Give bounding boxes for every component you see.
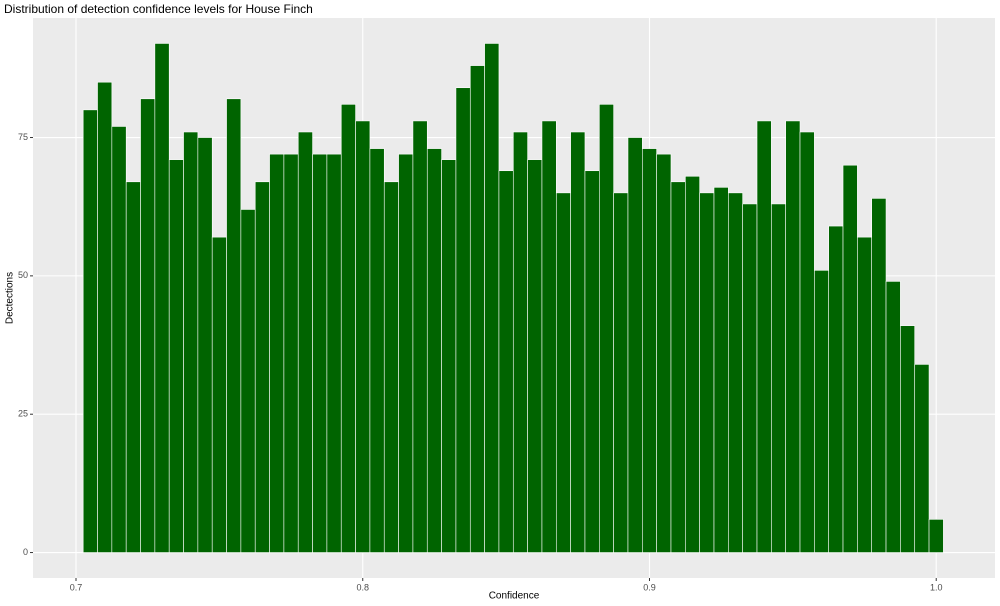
bar	[297, 131, 313, 553]
y-tick-label: 25	[18, 409, 28, 419]
bar	[527, 159, 543, 553]
x-tick-label: 0.9	[643, 582, 656, 592]
bar	[441, 159, 457, 553]
bar	[140, 98, 156, 553]
bar	[484, 43, 500, 553]
bar	[799, 131, 815, 553]
bar	[283, 153, 299, 553]
bar	[211, 236, 227, 553]
bar	[742, 203, 758, 553]
bar	[656, 153, 672, 553]
bar	[613, 192, 629, 553]
bar	[814, 270, 829, 553]
x-tick-label: 1.0	[930, 582, 943, 592]
bar	[685, 175, 700, 553]
bar	[125, 181, 141, 553]
bar	[828, 225, 844, 553]
bar	[111, 126, 127, 553]
bar	[312, 153, 328, 553]
bar	[326, 153, 342, 553]
bar	[599, 104, 614, 553]
bar	[426, 148, 442, 553]
bar	[871, 198, 887, 553]
bar	[183, 131, 199, 553]
bar	[555, 192, 571, 553]
y-axis-label: Dectections	[5, 272, 16, 324]
bar	[541, 120, 557, 553]
bar	[928, 519, 944, 553]
bar	[699, 192, 715, 553]
bar	[627, 137, 643, 553]
bar	[570, 131, 586, 553]
bar	[670, 181, 686, 553]
bar	[857, 236, 873, 553]
x-axis-label: Confidence	[489, 591, 540, 602]
bar	[512, 131, 528, 553]
bar	[168, 159, 184, 553]
bar	[355, 120, 371, 553]
bar	[82, 109, 98, 553]
bar	[885, 281, 901, 553]
bar	[455, 87, 471, 553]
bar	[226, 98, 242, 553]
bar	[398, 153, 414, 553]
bar	[240, 209, 256, 553]
bar	[197, 137, 213, 553]
bar	[900, 325, 916, 553]
bar	[914, 364, 930, 553]
chart-title: Distribution of detection confidence lev…	[4, 2, 313, 16]
x-tick-label: 0.8	[356, 582, 369, 592]
bar	[340, 104, 356, 553]
bar	[369, 148, 385, 553]
bar	[469, 65, 485, 553]
bar	[383, 181, 399, 553]
y-tick-label: 50	[18, 270, 28, 280]
bar	[756, 120, 772, 553]
bar	[254, 181, 270, 553]
y-tick-label: 75	[18, 132, 28, 142]
bar	[771, 203, 786, 553]
bar	[269, 153, 285, 553]
bar	[713, 187, 729, 553]
bar	[498, 170, 514, 553]
bar	[842, 164, 858, 553]
bar	[728, 192, 743, 553]
bar	[584, 170, 600, 553]
bar	[642, 148, 657, 553]
bar	[412, 120, 428, 553]
y-tick-label: 0	[23, 547, 28, 557]
x-tick-label: 0.7	[70, 582, 83, 592]
bar	[154, 43, 170, 553]
bar	[97, 81, 113, 553]
bar	[785, 120, 801, 553]
